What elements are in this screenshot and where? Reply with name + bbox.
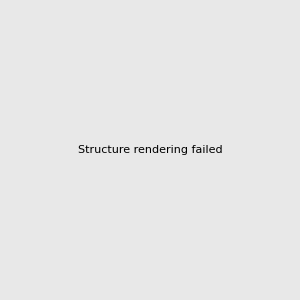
Text: Structure rendering failed: Structure rendering failed (78, 145, 222, 155)
